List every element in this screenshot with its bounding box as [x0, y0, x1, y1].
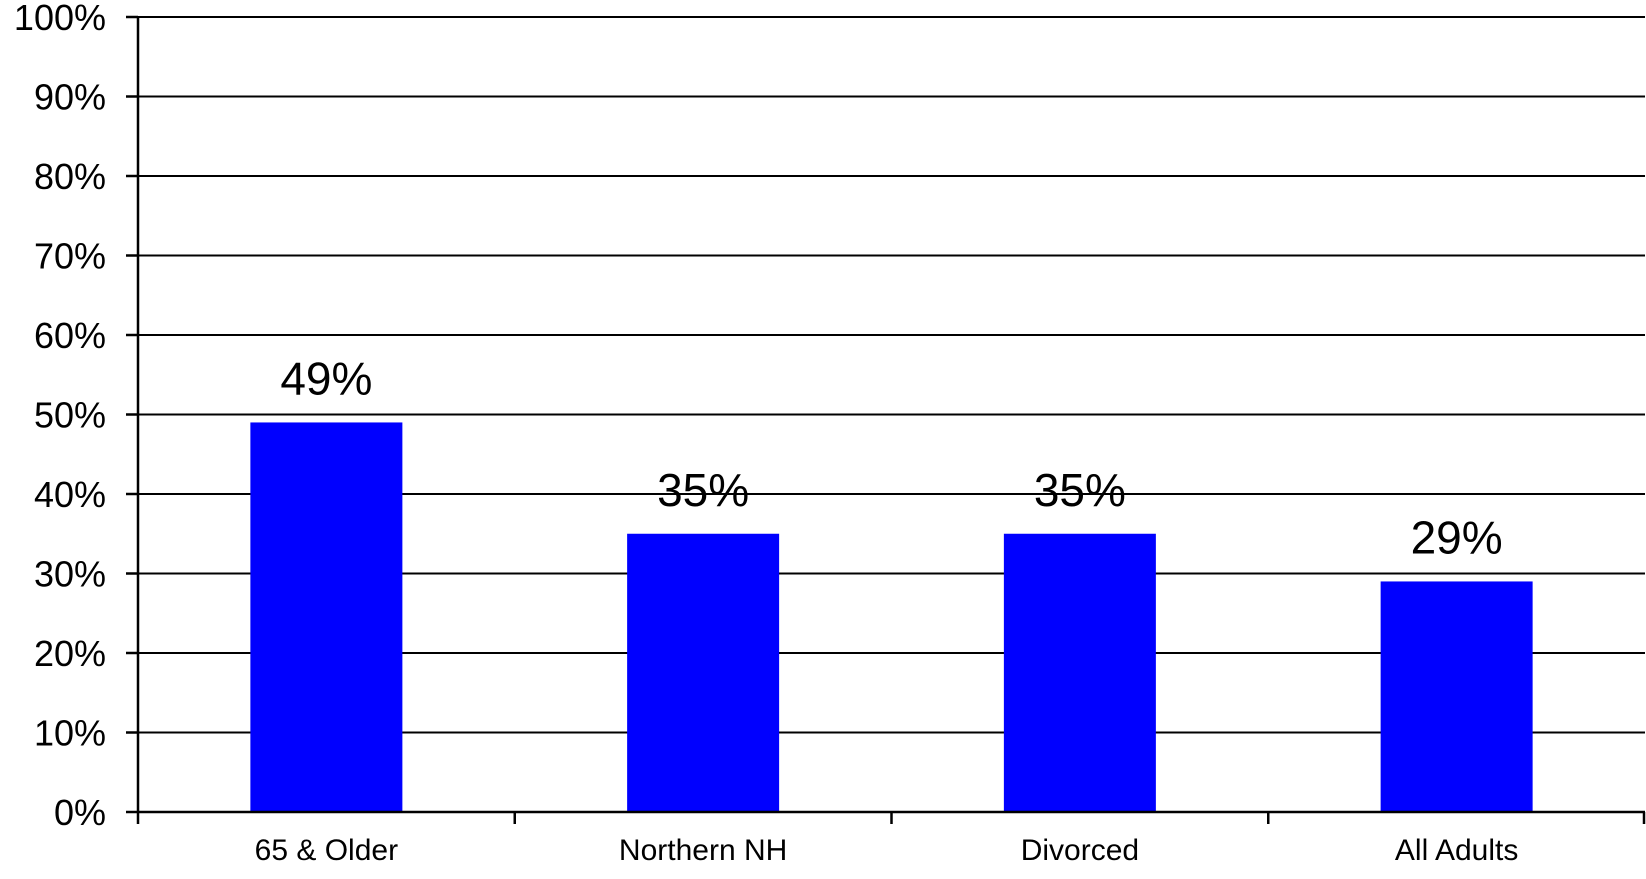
y-tick-label: 40% — [34, 474, 106, 515]
bar — [627, 533, 780, 812]
category-labels: 65 & Older Northern NH Divorced All Adults — [255, 834, 1519, 867]
y-tick-label: 0% — [54, 792, 106, 833]
bar — [1380, 581, 1533, 812]
y-tick-label: 100% — [14, 0, 106, 38]
y-tick-label: 80% — [34, 156, 106, 197]
y-tick-label: 10% — [34, 713, 106, 754]
bars — [250, 422, 1533, 812]
data-labels: 49% 35% 35% 29% — [280, 352, 1502, 563]
category-label: 65 & Older — [255, 834, 398, 867]
y-tick-label: 30% — [34, 554, 106, 595]
data-label: 29% — [1411, 511, 1503, 563]
category-label: All Adults — [1395, 834, 1518, 867]
y-tick-label: 60% — [34, 315, 106, 356]
bar — [1003, 533, 1156, 812]
axes — [126, 15, 1646, 824]
y-tick-label: 50% — [34, 395, 106, 436]
data-label: 35% — [657, 464, 749, 516]
y-tick-label: 20% — [34, 633, 106, 674]
y-tick-labels: 0% 10% 20% 30% 40% 50% 60% 70% 80% 90% 100% — [14, 0, 106, 833]
category-label: Divorced — [1021, 834, 1139, 867]
data-label: 49% — [280, 352, 372, 404]
y-tick-label: 90% — [34, 77, 106, 118]
category-label: Northern NH — [619, 834, 787, 867]
data-label: 35% — [1034, 464, 1126, 516]
y-tick-label: 70% — [34, 236, 106, 277]
bar — [250, 422, 403, 812]
